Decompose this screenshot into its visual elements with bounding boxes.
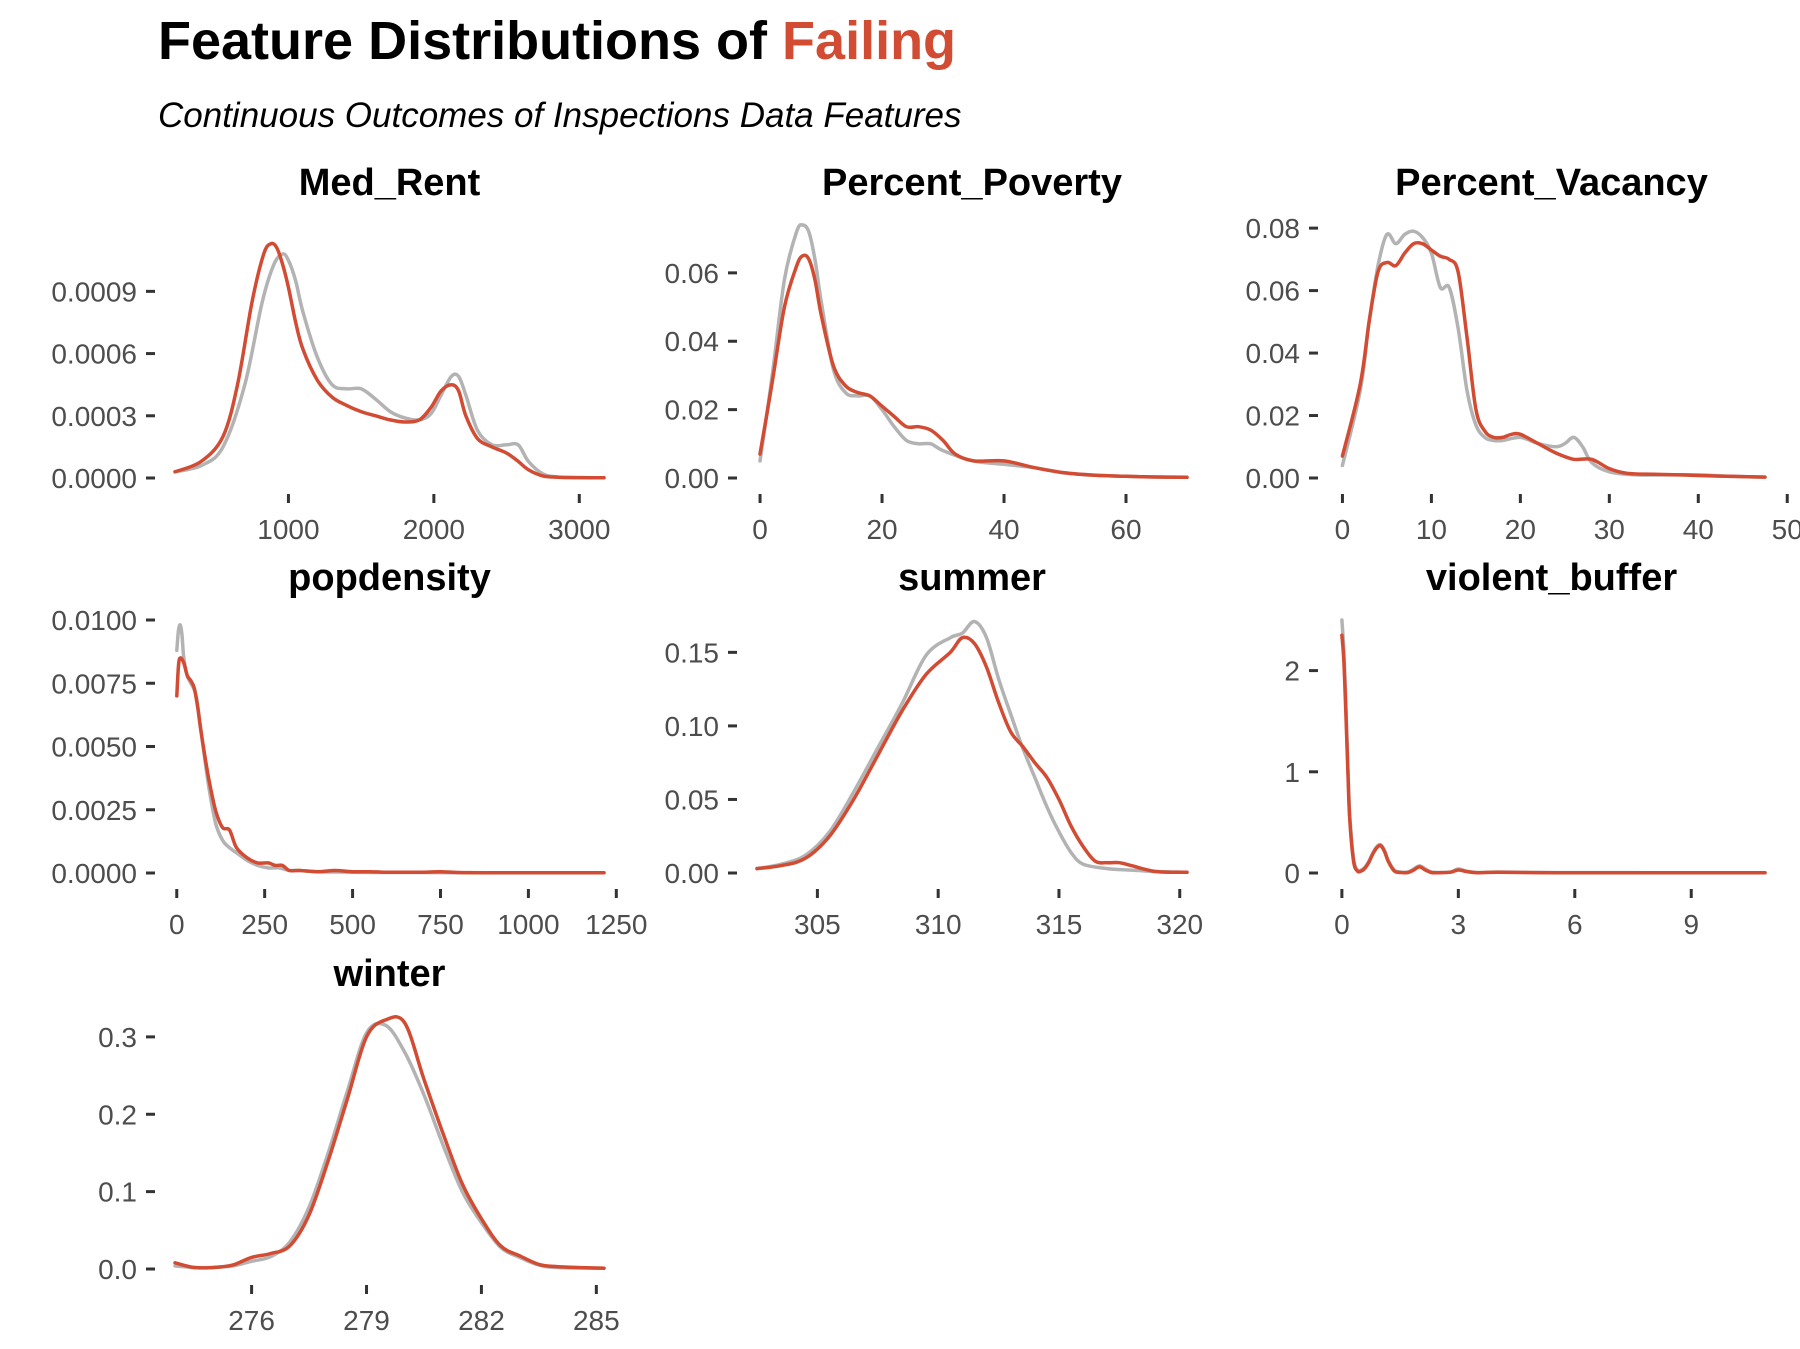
y-tick-label: 0.2 (98, 1099, 137, 1130)
x-tick-label: 50 (1772, 514, 1800, 545)
y-tick-label: 0.15 (665, 637, 720, 668)
facet-title: Med_Rent (299, 162, 481, 204)
y-tick-label: 0.04 (665, 326, 720, 357)
facet-title: Percent_Vacancy (1395, 162, 1708, 204)
facet-popdensity: popdensity 0.0000 0.0025 0.0050 0.0075 0.0100… (51, 557, 647, 940)
y-tick-label: 0.02 (665, 395, 720, 426)
y-tick-label: 0.0006 (51, 339, 137, 370)
y-tick-label: 0.0000 (51, 858, 137, 889)
y-tick-label: 0.06 (665, 258, 720, 289)
y-tick-label: 0.0100 (51, 605, 137, 636)
y-tick-label: 2 (1284, 656, 1300, 687)
y-tick-label: 1 (1284, 757, 1300, 788)
y-tick-label: 0.04 (1246, 338, 1301, 369)
chart-subtitle: Continuous Outcomes of Inspections Data … (158, 96, 962, 135)
x-tick-label: 0 (1335, 514, 1351, 545)
y-tick-label: 0.0050 (51, 732, 137, 763)
pass-density-line (173, 1021, 606, 1270)
x-tick-label: 6 (1567, 909, 1583, 940)
chart-title-highlight: Failing (782, 11, 957, 71)
x-tick-label: 279 (343, 1305, 390, 1336)
facet-title: winter (333, 953, 446, 995)
x-tick-label: 0 (1334, 909, 1350, 940)
x-tick-label: 276 (228, 1305, 275, 1336)
pass-density-line (1340, 618, 1767, 875)
facet-title: Percent_Poverty (822, 162, 1122, 204)
y-tick-label: 0.0025 (51, 795, 137, 826)
x-tick-label: 20 (866, 514, 897, 545)
x-tick-label: 9 (1683, 909, 1699, 940)
facet-title: violent_buffer (1426, 557, 1677, 599)
y-tick-label: 0.00 (665, 463, 720, 494)
fail-density-line (173, 1015, 606, 1270)
facet-title: popdensity (288, 557, 491, 599)
x-tick-label: 1000 (257, 514, 319, 545)
chart-title: Feature Distributions of Failing (158, 10, 956, 72)
y-tick-label: 0.06 (1246, 276, 1301, 307)
x-tick-label: 60 (1110, 514, 1141, 545)
y-tick-label: 0.08 (1246, 213, 1301, 244)
fail-density-line (173, 241, 606, 480)
y-tick-label: 0.05 (665, 784, 720, 815)
fail-density-line (175, 656, 606, 875)
y-tick-label: 0.00 (1246, 463, 1301, 494)
y-tick-label: 0.3 (98, 1022, 137, 1053)
x-tick-label: 3000 (548, 514, 610, 545)
x-tick-label: 305 (794, 909, 841, 940)
pass-density-line (758, 223, 1189, 480)
facet-summer: summer 0.00 0.05 0.10 0.15 305 310 315 320 (665, 557, 1204, 940)
x-tick-label: 2000 (403, 514, 465, 545)
x-tick-label: 3 (1451, 909, 1467, 940)
x-tick-label: 0 (752, 514, 768, 545)
y-tick-label: 0.0075 (51, 668, 137, 699)
facet-title: summer (898, 557, 1046, 599)
y-tick-label: 0.10 (665, 711, 720, 742)
pass-density-line (1340, 229, 1767, 479)
y-tick-label: 0.1 (98, 1177, 137, 1208)
y-tick-label: 0 (1284, 858, 1300, 889)
x-tick-label: 1250 (585, 909, 647, 940)
y-tick-label: 0.0003 (51, 401, 137, 432)
x-tick-label: 40 (1683, 514, 1714, 545)
x-tick-label: 40 (988, 514, 1019, 545)
x-tick-label: 0 (169, 909, 185, 940)
facet-winter: winter 0.0 0.1 0.2 0.3 276 279 282 285 (98, 953, 620, 1336)
facet-violent-buffer: violent_buffer 0 1 2 0 3 6 9 (1284, 557, 1767, 940)
x-tick-label: 285 (573, 1305, 620, 1336)
fail-density-line (755, 635, 1189, 875)
pass-density-line (173, 252, 606, 480)
x-tick-label: 30 (1594, 514, 1625, 545)
facet-percent-poverty: Percent_Poverty 0.00 0.02 0.04 0.06 0 20 40 60 (665, 162, 1189, 545)
y-tick-label: 0.00 (665, 858, 720, 889)
x-tick-label: 250 (241, 909, 288, 940)
x-tick-label: 750 (417, 909, 464, 940)
x-tick-label: 320 (1156, 909, 1203, 940)
facet-percent-vacancy: Percent_Vacancy 0.00 0.02 0.04 0.06 0.08 0 10 20… (1246, 162, 1800, 545)
x-tick-label: 500 (329, 909, 376, 940)
fail-density-line (1340, 633, 1767, 875)
x-tick-label: 282 (458, 1305, 505, 1336)
chart-title-prefix: Feature Distributions of (158, 11, 783, 71)
pass-density-line (755, 619, 1189, 875)
y-tick-label: 0.02 (1246, 401, 1301, 432)
pass-density-line (175, 623, 606, 875)
x-tick-label: 20 (1505, 514, 1536, 545)
x-tick-label: 310 (915, 909, 962, 940)
fail-density-line (758, 253, 1189, 480)
y-tick-label: 0.0000 (51, 463, 137, 494)
y-tick-label: 0.0009 (51, 276, 137, 307)
x-tick-label: 315 (1036, 909, 1083, 940)
fail-density-line (1340, 241, 1767, 479)
x-tick-label: 1000 (497, 909, 559, 940)
x-tick-label: 10 (1416, 514, 1447, 545)
y-tick-label: 0.0 (98, 1254, 137, 1285)
facet-med-rent: Med_Rent 0.0000 0.0003 0.0006 0.0009 1000 2000… (51, 162, 610, 545)
